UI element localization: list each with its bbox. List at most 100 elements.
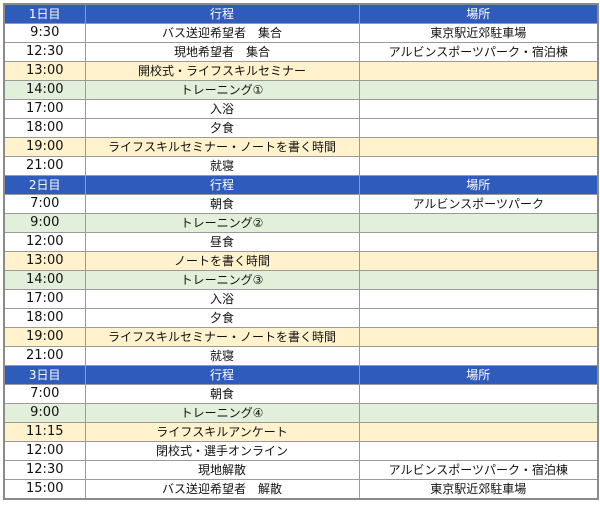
place-cell (358, 80, 599, 100)
schedule-row: 19:00 ライフスキルセミナー・ノートを書く時間 (3, 327, 599, 347)
activity-cell: 夕食 (84, 118, 360, 138)
time-cell: 12:30 (3, 460, 86, 480)
place-cell (358, 232, 599, 252)
place-cell: 東京駅近郊駐車場 (358, 479, 599, 500)
schedule-row: 15:00 バス送迎希望者 解散 東京駅近郊駐車場 (3, 479, 599, 500)
place-cell (358, 346, 599, 366)
place-cell (358, 441, 599, 461)
activity-cell: 朝食 (84, 194, 360, 214)
schedule-row: 19:00 ライフスキルセミナー・ノートを書く時間 (3, 137, 599, 157)
time-cell: 21:00 (3, 156, 86, 176)
place-cell (358, 270, 599, 290)
activity-column-header: 行程 (84, 175, 360, 195)
activity-cell: ライフスキルセミナー・ノートを書く時間 (84, 327, 360, 347)
day-label: 1日目 (3, 3, 86, 24)
schedule-row: 17:00 入浴 (3, 99, 599, 119)
activity-cell: 現地希望者 集合 (84, 42, 360, 62)
activity-cell: 入浴 (84, 99, 360, 119)
schedule-row: 21:00 就寝 (3, 346, 599, 366)
schedule-row: 7:00 朝食 アルビンスポーツパーク (3, 194, 599, 214)
time-cell: 9:00 (3, 213, 86, 233)
time-cell: 17:00 (3, 99, 86, 119)
time-cell: 17:00 (3, 289, 86, 309)
schedule-row: 12:30 現地希望者 集合 アルビンスポーツパーク・宿泊棟 (3, 42, 599, 62)
schedule-row: 7:00 朝食 (3, 384, 599, 404)
schedule-row: 21:00 就寝 (3, 156, 599, 176)
place-cell (358, 137, 599, 157)
time-cell: 14:00 (3, 270, 86, 290)
place-cell (358, 403, 599, 423)
place-cell (358, 61, 599, 81)
activity-cell: 夕食 (84, 308, 360, 328)
time-cell: 12:30 (3, 42, 86, 62)
activity-cell: 開校式・ライフスキルセミナー (84, 61, 360, 81)
place-column-header: 場所 (358, 175, 599, 195)
activity-cell: ライフスキルセミナー・ノートを書く時間 (84, 137, 360, 157)
activity-cell: トレーニング② (84, 213, 360, 233)
place-cell (358, 384, 599, 404)
schedule-row: 18:00 夕食 (3, 308, 599, 328)
day-header-row: 2日目 行程 場所 (3, 175, 599, 195)
place-cell (358, 422, 599, 442)
place-cell (358, 308, 599, 328)
schedule-row: 14:00 トレーニング① (3, 80, 599, 100)
place-cell: アルビンスポーツパーク・宿泊棟 (358, 460, 599, 480)
place-cell: アルビンスポーツパーク・宿泊棟 (358, 42, 599, 62)
activity-column-header: 行程 (84, 3, 360, 24)
schedule-row: 12:00 昼食 (3, 232, 599, 252)
schedule-row: 9:00 トレーニング② (3, 213, 599, 233)
place-cell (358, 118, 599, 138)
activity-cell: 入浴 (84, 289, 360, 309)
place-column-header: 場所 (358, 3, 599, 24)
time-cell: 19:00 (3, 137, 86, 157)
time-cell: 11:15 (3, 422, 86, 442)
time-cell: 18:00 (3, 308, 86, 328)
activity-cell: 現地解散 (84, 460, 360, 480)
schedule-row: 13:00 ノートを書く時間 (3, 251, 599, 271)
activity-cell: ノートを書く時間 (84, 251, 360, 271)
time-cell: 12:00 (3, 441, 86, 461)
activity-cell: 昼食 (84, 232, 360, 252)
day-header-row: 1日目 行程 場所 (3, 3, 599, 24)
place-cell (358, 289, 599, 309)
place-cell: 東京駅近郊駐車場 (358, 23, 599, 43)
schedule-row: 13:00 開校式・ライフスキルセミナー (3, 61, 599, 81)
schedule-row: 9:30 バス送迎希望者 集合 東京駅近郊駐車場 (3, 23, 599, 43)
activity-cell: バス送迎希望者 解散 (84, 479, 360, 500)
time-cell: 7:00 (3, 194, 86, 214)
place-cell: アルビンスポーツパーク (358, 194, 599, 214)
time-cell: 9:30 (3, 23, 86, 43)
time-cell: 9:00 (3, 403, 86, 423)
time-cell: 19:00 (3, 327, 86, 347)
time-cell: 7:00 (3, 384, 86, 404)
day-label: 2日目 (3, 175, 86, 195)
schedule-row: 17:00 入浴 (3, 289, 599, 309)
schedule-row: 14:00 トレーニング③ (3, 270, 599, 290)
place-cell (358, 213, 599, 233)
place-cell (358, 327, 599, 347)
time-cell: 14:00 (3, 80, 86, 100)
time-cell: 12:00 (3, 232, 86, 252)
activity-cell: 就寝 (84, 346, 360, 366)
activity-cell: ライフスキルアンケート (84, 422, 360, 442)
place-cell (358, 99, 599, 119)
activity-cell: トレーニング① (84, 80, 360, 100)
place-cell (358, 251, 599, 271)
schedule-row: 12:00 閉校式・選手オンライン (3, 441, 599, 461)
time-cell: 13:00 (3, 251, 86, 271)
schedule-table: 1日目 行程 場所 9:30 バス送迎希望者 集合 東京駅近郊駐車場 12:30 現地希望者 … (3, 3, 599, 500)
schedule-row: 18:00 夕食 (3, 118, 599, 138)
place-cell (358, 156, 599, 176)
time-cell: 13:00 (3, 61, 86, 81)
time-cell: 18:00 (3, 118, 86, 138)
activity-cell: 朝食 (84, 384, 360, 404)
activity-column-header: 行程 (84, 365, 360, 385)
activity-cell: 閉校式・選手オンライン (84, 441, 360, 461)
activity-cell: トレーニング③ (84, 270, 360, 290)
schedule-row: 11:15 ライフスキルアンケート (3, 422, 599, 442)
time-cell: 21:00 (3, 346, 86, 366)
time-cell: 15:00 (3, 479, 86, 500)
activity-cell: 就寝 (84, 156, 360, 176)
place-column-header: 場所 (358, 365, 599, 385)
day-label: 3日目 (3, 365, 86, 385)
